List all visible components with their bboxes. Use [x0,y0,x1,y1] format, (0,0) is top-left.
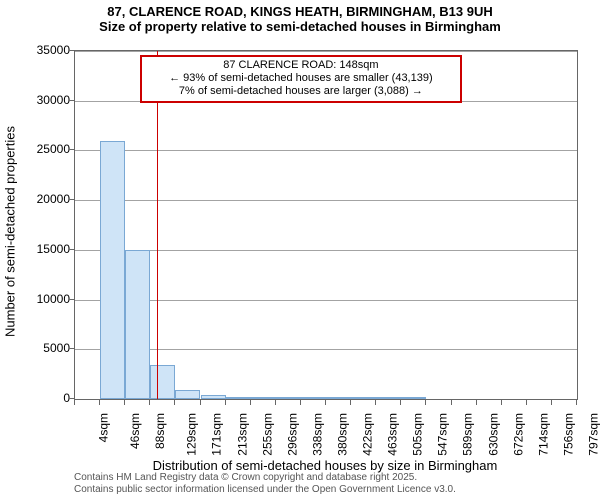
y-tick-label: 0 [10,391,70,405]
histogram-bar [401,397,426,399]
x-tick-label: 672sqm [511,413,525,456]
chart-title-line2: Size of property relative to semi-detach… [0,19,600,34]
x-axis-label: Distribution of semi-detached houses by … [74,458,576,473]
annotation-line: 7% of semi-detached houses are larger (3… [146,85,455,98]
gridline [75,300,577,301]
x-tick-label: 714sqm [536,413,550,456]
x-tick-label: 88sqm [153,413,167,449]
y-tick-mark [69,249,74,250]
annotation-box: 87 CLARENCE ROAD: 148sqm← 93% of semi-de… [140,55,461,103]
chart-title-line1: 87, CLARENCE ROAD, KINGS HEATH, BIRMINGH… [0,4,600,19]
x-tick-label: 589sqm [461,413,475,456]
x-tick-mark [300,400,301,405]
chart-container: 87, CLARENCE ROAD, KINGS HEATH, BIRMINGH… [0,0,600,500]
x-tick-label: 463sqm [386,413,400,456]
x-tick-label: 338sqm [311,413,325,456]
chart-titles: 87, CLARENCE ROAD, KINGS HEATH, BIRMINGH… [0,0,600,34]
annotation-line: 87 CLARENCE ROAD: 148sqm [146,59,455,72]
y-tick-mark [69,100,74,101]
x-tick-mark [501,400,502,405]
footer-attribution: Contains HM Land Registry data © Crown c… [74,472,456,496]
footer-line1: Contains HM Land Registry data © Crown c… [74,472,456,484]
x-tick-mark [526,400,527,405]
gridline [75,200,577,201]
x-tick-mark [350,400,351,405]
histogram-bar [175,390,200,399]
y-tick-mark [69,50,74,51]
x-tick-mark [425,400,426,405]
x-tick-mark [400,400,401,405]
y-tick-label: 5000 [10,341,70,355]
y-tick-label: 25000 [10,142,70,156]
plot-area: 87 CLARENCE ROAD: 148sqm← 93% of semi-de… [74,50,578,400]
x-tick-label: 422sqm [361,413,375,456]
gridline [75,250,577,251]
x-tick-mark [225,400,226,405]
y-tick-mark [69,199,74,200]
x-tick-label: 255sqm [260,413,274,456]
x-tick-label: 380sqm [336,413,350,456]
histogram-bar [251,397,276,399]
gridline [75,349,577,350]
x-tick-label: 630sqm [486,413,500,456]
histogram-bar [351,397,376,399]
x-tick-label: 296sqm [285,413,299,456]
histogram-bar [276,397,301,399]
x-tick-mark [375,400,376,405]
x-tick-mark [124,400,125,405]
x-tick-mark [200,400,201,405]
x-tick-mark [325,400,326,405]
x-tick-mark [275,400,276,405]
y-tick-label: 20000 [10,192,70,206]
x-tick-label: 213sqm [235,413,249,456]
annotation-line: ← 93% of semi-detached houses are smalle… [146,72,455,85]
footer-line2: Contains public sector information licen… [74,484,456,496]
y-tick-mark [69,348,74,349]
x-tick-mark [99,400,100,405]
marker-line [157,51,158,399]
y-axis-label: Number of semi-detached properties [3,126,18,337]
histogram-bar [125,250,150,399]
histogram-bar [100,141,125,400]
x-tick-mark [74,400,75,405]
x-tick-label: 797sqm [587,413,600,456]
histogram-bar [301,397,326,399]
x-tick-mark [551,400,552,405]
gridline [75,51,577,52]
x-tick-label: 505sqm [411,413,425,456]
x-tick-label: 129sqm [185,413,199,456]
histogram-bar [326,397,351,399]
y-tick-mark [69,149,74,150]
x-tick-label: 547sqm [436,413,450,456]
y-tick-label: 30000 [10,93,70,107]
x-tick-label: 756sqm [562,413,576,456]
y-tick-label: 15000 [10,242,70,256]
x-tick-mark [476,400,477,405]
x-tick-label: 171sqm [210,413,224,456]
x-tick-label: 46sqm [128,413,142,449]
y-tick-label: 10000 [10,292,70,306]
histogram-bar [150,365,175,399]
x-tick-mark [250,400,251,405]
y-tick-label: 35000 [10,43,70,57]
x-tick-mark [576,400,577,405]
x-tick-label: 4sqm [96,413,110,442]
histogram-bar [376,397,401,399]
x-tick-mark [149,400,150,405]
x-tick-mark [451,400,452,405]
histogram-bar [226,397,251,399]
x-tick-mark [174,400,175,405]
histogram-bar [201,395,226,399]
gridline [75,150,577,151]
y-tick-mark [69,299,74,300]
y-tick-mark [69,398,74,399]
